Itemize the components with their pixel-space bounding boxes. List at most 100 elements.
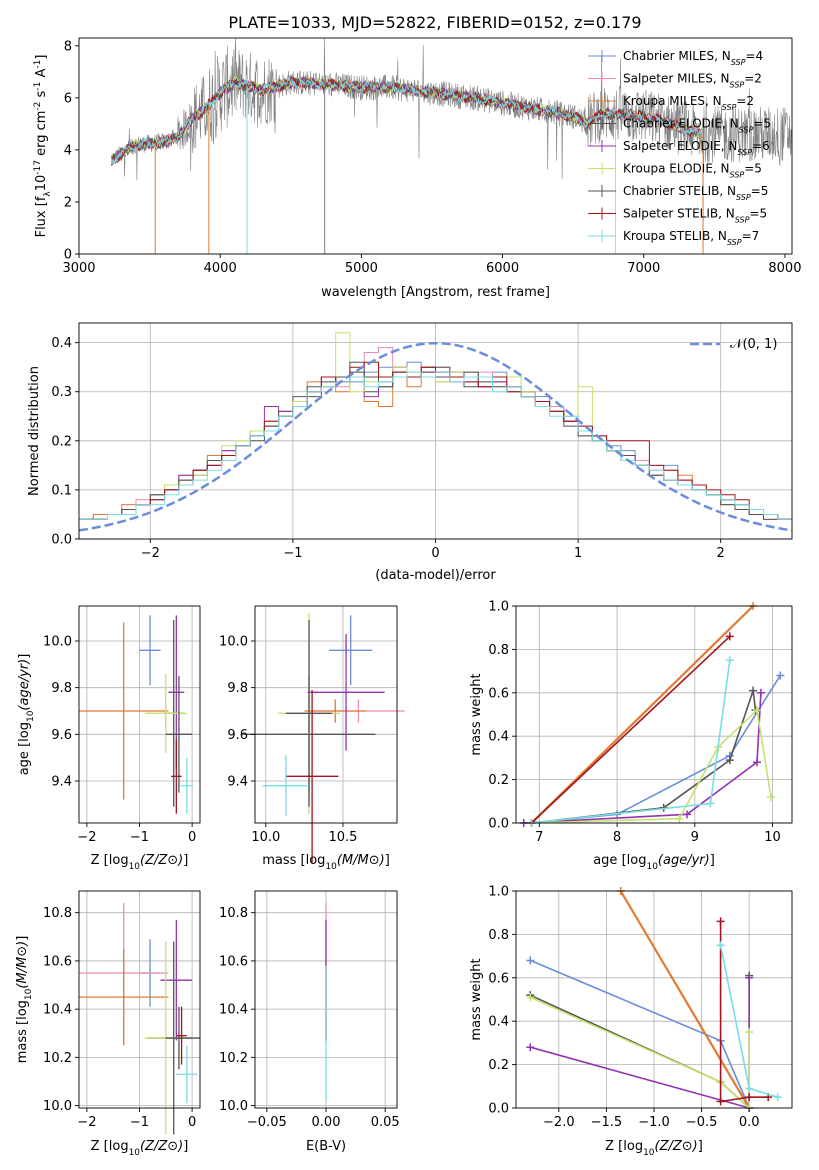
- x-tick-label: 8: [613, 830, 621, 845]
- mass_weight_vs_age-marks: [519, 602, 785, 827]
- y-tick-label: 0.2: [51, 434, 72, 449]
- weight-series-line: [531, 690, 757, 824]
- weight-series-line: [529, 975, 750, 1110]
- y-tick-label: 8: [64, 39, 72, 54]
- x-tick-label: −2: [141, 546, 160, 561]
- legend-entry: 𝒩(0, 1): [730, 337, 777, 352]
- x-tick-label: −2: [77, 830, 96, 845]
- residual_histogram-panel: −2 −1 0 1 2 0.0 0.1 0.2 0.3 0.4 (data-model)/error…: [27, 322, 793, 583]
- legend-entry: Salpeter MILES, NSSP=2: [623, 72, 762, 90]
- x-tick-label: 10: [764, 830, 781, 845]
- weight-point-marker: [716, 1097, 725, 1106]
- y-tick-label: 0.0: [488, 1102, 509, 1117]
- y-tick-label: 10.0: [219, 635, 248, 650]
- y-tick-label: 10.8: [43, 906, 72, 921]
- weight-series-line: [529, 959, 750, 1109]
- y-tick-label: 0.2: [488, 1058, 509, 1073]
- weight-point-marker: [745, 1028, 754, 1037]
- weight-series-line: [523, 692, 762, 824]
- residual_histogram-marks: [78, 332, 793, 539]
- weight-series-line: [530, 605, 754, 824]
- y-tick-label: 9.4: [227, 775, 248, 790]
- mass_vs_EBV-panel: −0.05 0.00 0.05 10.0 10.2 10.4 10.6 10.8 E(B-V): [219, 890, 400, 1154]
- weight-point-marker: [767, 792, 776, 801]
- y-tick-label: 0.0: [51, 533, 72, 548]
- x-tick-label: 10.5: [329, 830, 358, 845]
- y-tick-label: 1.0: [488, 885, 509, 900]
- spectrum-marks: [111, 37, 792, 254]
- weight-point-marker: [753, 706, 762, 715]
- y-tick-label: 0: [64, 248, 72, 263]
- weight-point-marker: [526, 1043, 535, 1052]
- x-axis-label: Z [log10(Z/Z⊙)]: [91, 853, 189, 872]
- histogram-step: [78, 371, 792, 539]
- y-tick-label: 2: [64, 195, 72, 210]
- plot-frame: [254, 605, 398, 824]
- mass_weight_vs_Z-panel: −2.0 −1.5 −1.0 −0.5 0.0 0.0 0.2 0.4 0.6 0.8 1.0 Z […: [469, 885, 793, 1158]
- y-tick-label: 10.4: [43, 1003, 72, 1018]
- legend-entry: Chabrier MILES, NSSP=4: [623, 49, 763, 67]
- spectrum-panel: 3000 4000 5000 6000 7000 8000 0 2 4 6 8 wavelength …: [33, 37, 801, 300]
- y-axis-label: mass weight: [469, 958, 484, 1040]
- plot-frame: [515, 605, 793, 824]
- x-axis-label: mass [log10(M/M⊙)]: [262, 853, 390, 872]
- y-tick-label: 10.0: [43, 635, 72, 650]
- x-tick-label: −1: [130, 830, 149, 845]
- x-tick-label: 0: [188, 1115, 196, 1130]
- legend-entry: Kroupa MILES, NSSP=2: [623, 94, 754, 112]
- model-spectrum-line: [111, 74, 701, 164]
- weight-point-marker: [526, 956, 535, 965]
- weight-series-line: [531, 708, 772, 824]
- x-tick-label: 4000: [204, 261, 237, 276]
- model-spectrum-line: [111, 76, 701, 164]
- weight-series-line: [530, 635, 731, 824]
- legend-entry: Chabrier ELODIE, NSSP=5: [623, 117, 771, 135]
- mass_vs_Z-marks: [79, 903, 200, 1135]
- y-tick-label: 4: [64, 143, 72, 158]
- y-tick-label: 0.6: [488, 971, 509, 986]
- y-tick-label: 0.8: [488, 643, 509, 658]
- x-tick-label: 0.05: [371, 1115, 400, 1130]
- x-tick-label: −1: [130, 1115, 149, 1130]
- weight-series-line: [529, 996, 750, 1110]
- y-tick-label: 0.3: [51, 385, 72, 400]
- x-tick-label: −1.5: [591, 1115, 623, 1130]
- figure-title: PLATE=1033, MJD=52822, FIBERID=0152, z=0…: [228, 13, 641, 32]
- plot-frame: [78, 37, 793, 255]
- x-axis-label: age [log10(age/yr)]: [593, 853, 715, 872]
- age_vs_Z-marks: [79, 615, 194, 814]
- weight-series-line: [719, 921, 769, 1103]
- x-tick-label: 3000: [62, 261, 95, 276]
- x-tick-label: −2.0: [543, 1115, 575, 1130]
- y-tick-label: 0.2: [488, 773, 509, 788]
- x-tick-label: 0.0: [739, 1115, 760, 1130]
- age_vs_mass-marks: [242, 613, 405, 863]
- normal-curve-line: [78, 341, 793, 532]
- x-tick-label: 1: [574, 546, 582, 561]
- weight-point-marker: [716, 917, 725, 926]
- y-tick-label: 0.8: [488, 928, 509, 943]
- y-tick-label: 0.4: [488, 1015, 509, 1030]
- y-tick-label: 9.6: [51, 728, 72, 743]
- x-axis-label: E(B-V): [306, 1139, 346, 1154]
- y-tick-label: 10.6: [219, 954, 248, 969]
- x-tick-label: −0.5: [686, 1115, 718, 1130]
- x-axis-label: Z [log10(Z/Z⊙)]: [605, 1139, 703, 1158]
- y-tick-label: 10.0: [43, 1099, 72, 1114]
- x-tick-label: −1.0: [638, 1115, 670, 1130]
- mass_vs_Z-panel: −2 −1 0 10.0 10.2 10.4 10.6 10.8 Z [log10(Z/Z⊙)]…: [15, 890, 201, 1158]
- x-tick-label: 9: [691, 830, 699, 845]
- weight-series-line: [531, 674, 781, 824]
- weight-point-marker: [675, 814, 684, 823]
- legend-entry: Chabrier STELIB, NSSP=5: [623, 184, 768, 202]
- weight-point-marker: [756, 688, 765, 697]
- y-tick-label: 10.2: [219, 1051, 248, 1066]
- y-axis-label: Normed distribution: [27, 366, 42, 496]
- weight-point-marker: [526, 993, 535, 1002]
- age_vs_mass-panel: 10.0 10.5 9.4 9.6 9.8 10.0 mass [log10(M/M⊙)]: [219, 605, 405, 872]
- y-tick-label: 0.1: [51, 483, 72, 498]
- x-axis-label: wavelength [Angstrom, rest frame]: [321, 285, 550, 300]
- x-tick-label: −1: [283, 546, 302, 561]
- weight-point-marker: [745, 973, 754, 982]
